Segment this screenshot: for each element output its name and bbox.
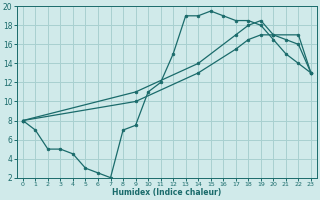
X-axis label: Humidex (Indice chaleur): Humidex (Indice chaleur) [112, 188, 221, 197]
